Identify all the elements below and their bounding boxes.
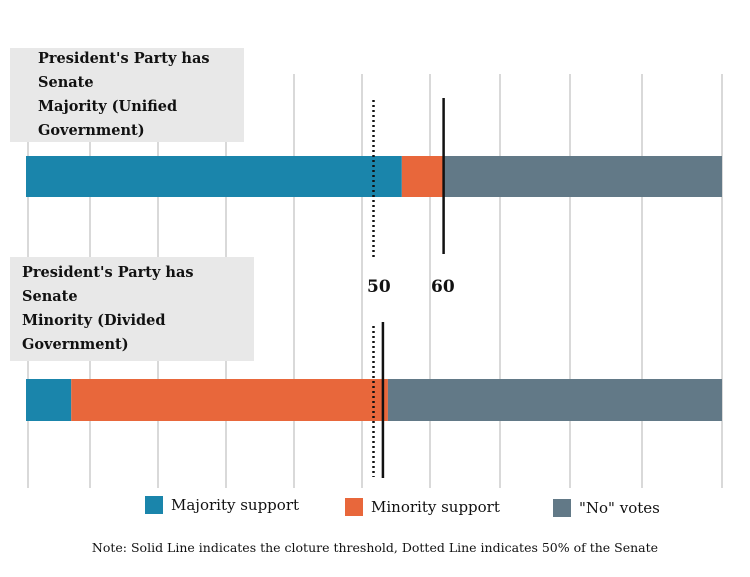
bar-segment-unified-no-votes: [443, 156, 722, 197]
legend-label-no-votes: "No" votes: [579, 499, 660, 517]
legend-item-no-votes: "No" votes: [553, 499, 660, 517]
legend-item-minority: Minority support: [345, 498, 500, 516]
legend-label-minority: Minority support: [371, 498, 500, 516]
category-label-divided-line1: President's Party has Senate: [22, 264, 194, 305]
legend: Majority support Minority support "No" v…: [0, 494, 750, 524]
bar-segment-unified-minority: [401, 156, 444, 197]
category-label-divided-line2: Minority (Divided Government): [22, 312, 166, 353]
chart-note: Note: Solid Line indicates the cloture t…: [91, 540, 659, 555]
bar-segment-divided-no-votes: [387, 379, 722, 421]
legend-swatch-minority: [345, 498, 363, 516]
reference-lines: [372, 98, 445, 478]
category-label-divided: President's Party has Senate Minority (D…: [10, 257, 254, 361]
category-label-unified-line2: Majority (Unified Government): [38, 98, 178, 139]
bar-segment-divided-minority: [71, 379, 388, 421]
legend-swatch-no-votes: [553, 499, 571, 517]
category-label-unified-line1: President's Party has Senate: [38, 50, 210, 91]
reference-label-60: 60: [431, 277, 455, 297]
legend-swatch-majority: [145, 496, 163, 514]
bar-segment-unified-majority: [26, 156, 402, 197]
bar-segment-divided-majority: [26, 379, 72, 421]
legend-item-majority: Majority support: [145, 496, 299, 514]
reference-label-50: 50: [367, 277, 391, 297]
category-label-unified: President's Party has Senate Majority (U…: [10, 48, 244, 142]
bars: [26, 156, 722, 421]
legend-label-majority: Majority support: [171, 496, 300, 514]
